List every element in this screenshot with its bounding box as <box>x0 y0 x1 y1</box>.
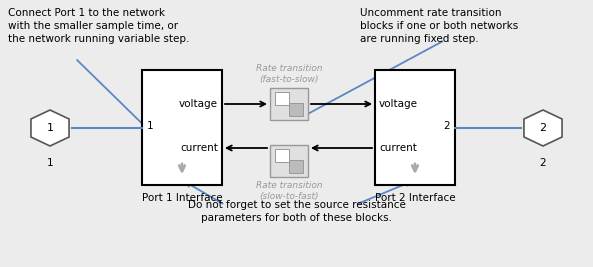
Bar <box>142 70 222 185</box>
Text: current: current <box>180 143 218 153</box>
Text: 2: 2 <box>540 158 546 168</box>
Text: voltage: voltage <box>179 99 218 109</box>
Bar <box>270 145 308 177</box>
Text: 2: 2 <box>444 121 450 131</box>
Text: 1: 1 <box>46 123 53 133</box>
Text: 1: 1 <box>147 121 154 131</box>
Text: voltage: voltage <box>379 99 418 109</box>
Bar <box>375 70 455 185</box>
Bar <box>270 88 308 120</box>
Polygon shape <box>31 110 69 146</box>
Text: current: current <box>379 143 417 153</box>
Text: Connect Port 1 to the network
with the smaller sample time, or
the network runni: Connect Port 1 to the network with the s… <box>8 8 189 44</box>
Text: Uncomment rate transition
blocks if one or both networks
are running fixed step.: Uncomment rate transition blocks if one … <box>360 8 518 44</box>
Text: Do not forget to set the source resistance
parameters for both of these blocks.: Do not forget to set the source resistan… <box>187 200 406 223</box>
Text: Rate transition
(slow-to-fast): Rate transition (slow-to-fast) <box>256 181 323 201</box>
Text: 1: 1 <box>47 158 53 168</box>
Bar <box>275 149 289 162</box>
Text: Rate transition
(fast-to-slow): Rate transition (fast-to-slow) <box>256 64 323 84</box>
Bar <box>289 103 304 116</box>
Text: Port 1 Interface: Port 1 Interface <box>142 193 222 203</box>
Bar <box>275 92 289 105</box>
Bar <box>289 160 304 173</box>
Text: Port 2 Interface: Port 2 Interface <box>375 193 455 203</box>
Text: 2: 2 <box>540 123 547 133</box>
Polygon shape <box>524 110 562 146</box>
